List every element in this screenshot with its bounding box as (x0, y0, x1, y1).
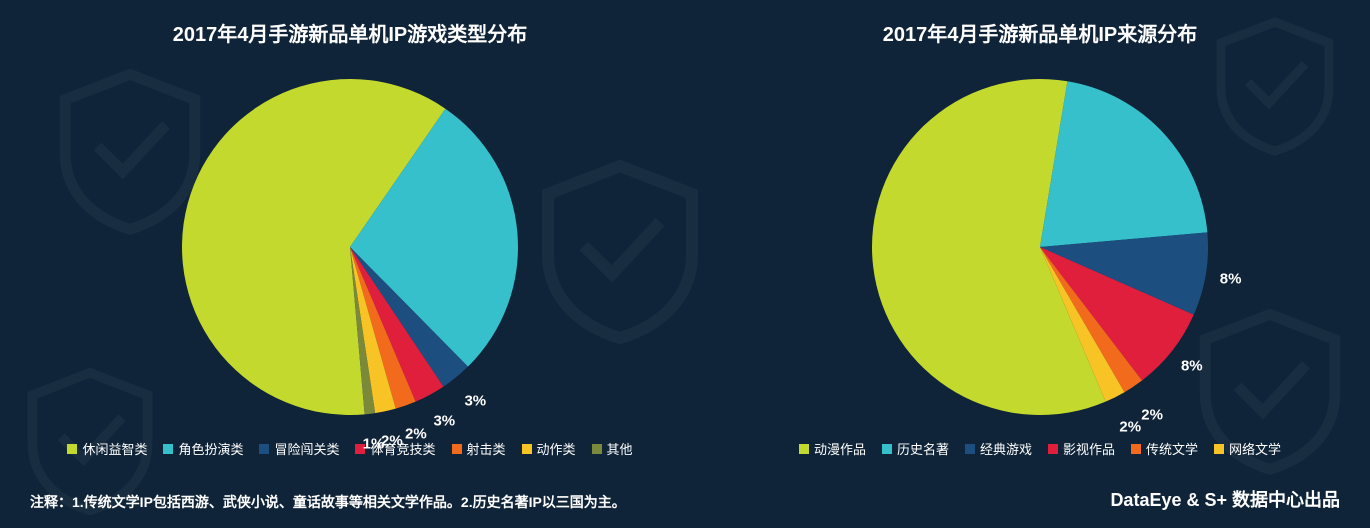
chart-left-title: 2017年4月手游新品单机IP游戏类型分布 (30, 18, 670, 47)
legend-label: 历史名著 (897, 439, 949, 458)
legend-swatch (163, 444, 173, 454)
slice-percent-label: 1% (363, 435, 385, 452)
legend-label: 冒险闯关类 (274, 439, 339, 458)
legend-label: 休闲益智类 (82, 439, 147, 458)
legend-item: 角色扮演类 (163, 439, 243, 458)
legend-label: 角色扮演类 (178, 439, 243, 458)
legend-swatch (67, 444, 77, 454)
legend-item: 网络文学 (1214, 439, 1281, 458)
legend-swatch (592, 444, 602, 454)
legend-swatch (1048, 444, 1058, 454)
legend-swatch (882, 444, 892, 454)
pie-svg (720, 57, 1360, 437)
legend-label: 网络文学 (1229, 439, 1281, 458)
legend-label: 动漫作品 (814, 439, 866, 458)
legend-item: 休闲益智类 (67, 439, 147, 458)
pie-svg (30, 57, 670, 437)
legend-label: 动作类 (537, 439, 576, 458)
legend-item: 历史名著 (882, 439, 949, 458)
chart-right: 2017年4月手游新品单机IP来源分布 59%21%8%8%2%2% 动漫作品 历… (720, 0, 1360, 458)
pie-slice (1040, 81, 1207, 247)
legend-label: 其他 (607, 439, 633, 458)
footnote-text: 注释：1.传统文学IP包括西游、武侠小说、童话故事等相关文学作品。2.历史名著I… (30, 492, 626, 512)
legend-item: 经典游戏 (965, 439, 1032, 458)
pie-left: 61%28%3%3%2%2%1% (30, 57, 670, 437)
legend-swatch (259, 444, 269, 454)
legend-swatch (965, 444, 975, 454)
legend-item: 射击类 (452, 439, 506, 458)
legend-item: 影视作品 (1048, 439, 1115, 458)
legend-label: 经典游戏 (980, 439, 1032, 458)
legend-item: 冒险闯关类 (259, 439, 339, 458)
legend-label: 传统文学 (1146, 439, 1198, 458)
legend-swatch (799, 444, 809, 454)
legend-right: 动漫作品 历史名著 经典游戏 影视作品 传统文学 网络文学 (720, 439, 1360, 458)
legend-left: 休闲益智类角色扮演类冒险闯关类体育竞技类射击类动作类其他 (30, 439, 670, 458)
legend-item: 动漫作品 (799, 439, 866, 458)
legend-swatch (452, 444, 462, 454)
legend-item: 其他 (592, 439, 633, 458)
legend-swatch (522, 444, 532, 454)
attribution-text: DataEye & S+ 数据中心出品 (1110, 486, 1340, 512)
legend-item: 传统文学 (1131, 439, 1198, 458)
legend-swatch (1214, 444, 1224, 454)
root-container: 2017年4月手游新品单机IP游戏类型分布 61%28%3%3%2%2%1% 休… (0, 0, 1370, 528)
legend-label: 影视作品 (1063, 439, 1115, 458)
chart-right-title: 2017年4月手游新品单机IP来源分布 (720, 18, 1360, 47)
pie-right: 59%21%8%8%2%2% (720, 57, 1360, 437)
legend-item: 动作类 (522, 439, 576, 458)
legend-swatch (1131, 444, 1141, 454)
chart-left: 2017年4月手游新品单机IP游戏类型分布 61%28%3%3%2%2%1% 休… (30, 0, 670, 458)
legend-label: 射击类 (467, 439, 506, 458)
